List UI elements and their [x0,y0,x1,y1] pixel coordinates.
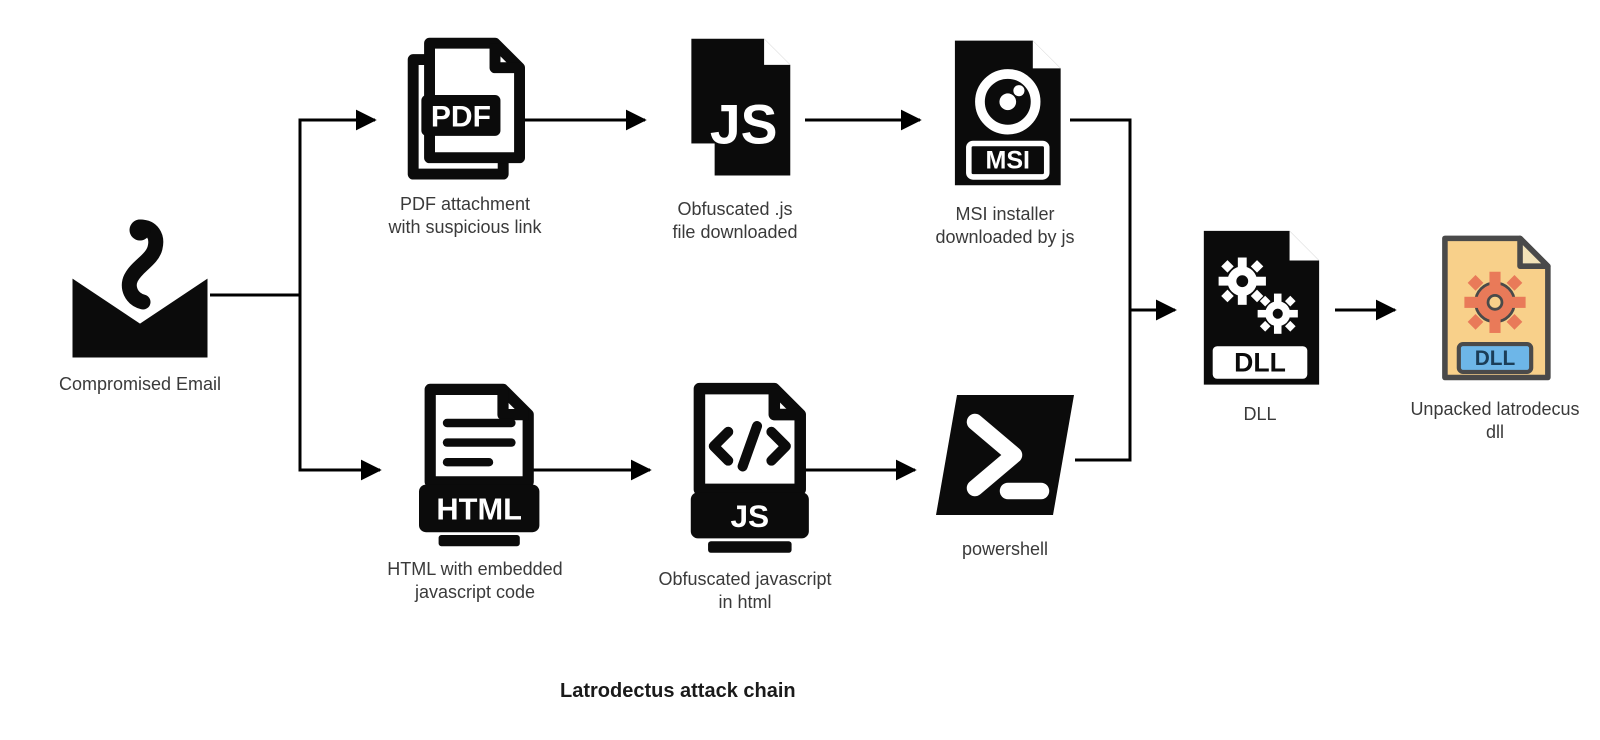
node-msi-label: MSI installer downloaded by js [935,203,1074,248]
node-email-label: Compromised Email [59,373,221,396]
unpacked-dll-badge-text: DLL [1475,347,1516,370]
node-js-bottom-label: Obfuscated javascript in html [658,568,831,613]
js-file-icon: JS [660,30,810,190]
html-file-icon: HTML [405,380,545,550]
js-top-badge-text: JS [710,93,778,155]
diagram-caption: Latrodectus attack chain [560,680,796,703]
node-msi: MSI MSI installer downloaded by js [925,35,1085,248]
node-html-label: HTML with embedded javascript code [387,558,562,603]
node-powershell-label: powershell [962,538,1048,561]
node-js-bottom: JS Obfuscated javascript in html [655,380,835,613]
node-pdf: PDF PDF attachment with suspicious link [380,35,550,238]
node-unpacked-dll-label: Unpacked latrodecus dll [1400,398,1590,443]
js-code-file-icon: JS [673,380,818,560]
node-dll-label: DLL [1243,403,1276,426]
node-js-top: JS Obfuscated .js file downloaded [650,30,820,243]
node-email: Compromised Email [55,215,225,396]
node-pdf-label: PDF attachment with suspicious link [388,193,541,238]
msi-file-icon: MSI [935,35,1075,195]
unpacked-dll-file-icon: DLL [1425,230,1565,390]
js-bottom-badge-text: JS [730,498,769,534]
phishing-email-icon [65,215,215,365]
powershell-icon [930,380,1080,530]
dll-file-icon: DLL [1185,225,1335,395]
pdf-file-icon: PDF [395,35,535,185]
html-badge-text: HTML [436,492,522,527]
pdf-badge-text: PDF [431,100,491,133]
node-unpacked-dll: DLL Unpacked latrodecus dll [1400,230,1590,443]
node-html: HTML HTML with embedded javascript code [385,380,565,603]
msi-badge-text: MSI [986,147,1031,175]
node-js-top-label: Obfuscated .js file downloaded [672,198,797,243]
node-powershell: powershell [920,380,1090,561]
dll-badge-text: DLL [1234,347,1286,377]
node-dll: DLL DLL [1180,225,1340,426]
